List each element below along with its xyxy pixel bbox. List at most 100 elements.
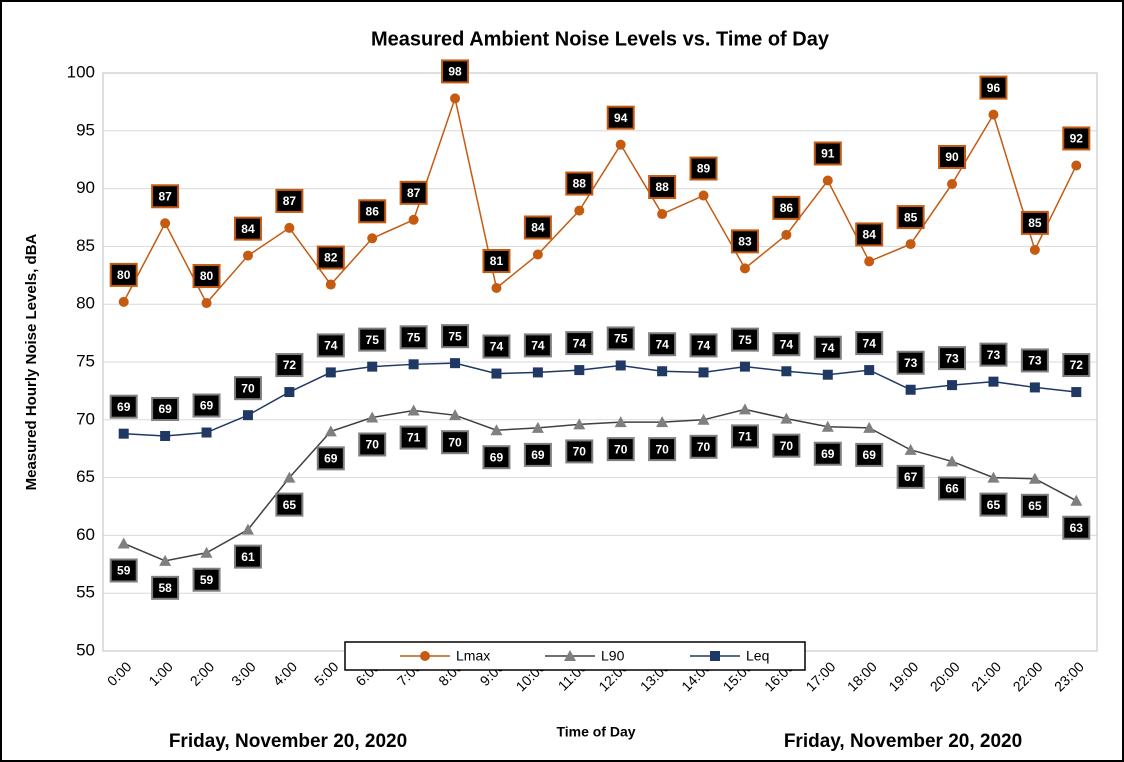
data-label-box xyxy=(855,222,884,247)
data-label-box xyxy=(606,437,635,462)
data-label: 87 xyxy=(407,186,421,200)
x-axis-label: Time of Day xyxy=(556,724,635,740)
marker xyxy=(615,360,626,371)
marker xyxy=(407,404,420,416)
legend-label: Lmax xyxy=(456,648,490,664)
data-label: 73 xyxy=(945,351,959,365)
data-label-box xyxy=(275,353,304,378)
data-label: 69 xyxy=(531,448,545,462)
data-label: 83 xyxy=(738,235,752,249)
data-label-box xyxy=(730,327,759,352)
marker xyxy=(780,412,793,424)
data-label-box xyxy=(523,333,552,358)
data-label: 69 xyxy=(490,450,504,464)
data-label-box xyxy=(441,324,470,349)
y-tick-label: 70 xyxy=(76,409,95,428)
marker xyxy=(449,409,462,421)
data-label: 75 xyxy=(614,332,628,346)
data-label: 70 xyxy=(573,445,587,459)
data-label: 94 xyxy=(614,111,628,125)
y-tick-label: 65 xyxy=(76,467,95,486)
marker xyxy=(491,283,502,294)
marker xyxy=(491,368,502,379)
marker xyxy=(325,367,336,378)
data-label: 74 xyxy=(697,339,711,353)
series-line xyxy=(123,408,1077,562)
marker xyxy=(1029,382,1040,393)
data-label-box xyxy=(648,332,677,357)
data-label-box xyxy=(316,245,345,270)
data-label-box xyxy=(689,333,718,358)
data-label: 74 xyxy=(490,340,504,354)
data-label-box xyxy=(151,184,180,209)
data-label: 84 xyxy=(863,228,877,242)
data-label-box xyxy=(1062,515,1091,540)
data-label-box xyxy=(730,229,759,254)
data-label-box xyxy=(151,396,180,421)
data-label: 69 xyxy=(158,402,172,416)
data-label: 69 xyxy=(821,447,835,461)
data-label: 73 xyxy=(987,348,1001,362)
marker xyxy=(905,239,916,250)
data-label: 59 xyxy=(200,573,214,587)
marker xyxy=(946,455,959,467)
marker xyxy=(450,93,461,104)
data-label: 75 xyxy=(738,333,752,347)
data-label: 71 xyxy=(407,431,421,445)
data-label-box xyxy=(896,464,925,489)
data-label: 74 xyxy=(821,341,835,355)
data-label: 88 xyxy=(573,177,587,191)
marker xyxy=(988,376,999,387)
data-label-box xyxy=(1020,348,1049,373)
y-tick-label: 100 xyxy=(67,62,95,81)
data-label-box xyxy=(358,199,387,224)
marker xyxy=(698,190,709,201)
marker xyxy=(564,650,576,661)
data-label-box xyxy=(399,180,428,205)
marker xyxy=(1028,472,1041,484)
data-label-box xyxy=(399,325,428,350)
data-label-box xyxy=(813,335,842,360)
marker xyxy=(408,359,419,370)
data-label-box xyxy=(233,376,262,401)
data-label: 86 xyxy=(366,204,380,218)
data-label: 87 xyxy=(283,194,297,208)
y-tick-label: 50 xyxy=(76,640,95,659)
marker xyxy=(615,139,626,150)
y-tick-label: 55 xyxy=(76,583,95,602)
data-label: 61 xyxy=(241,550,255,564)
marker xyxy=(200,546,213,558)
data-label: 82 xyxy=(324,251,338,265)
data-label-box xyxy=(772,195,801,220)
data-label-box xyxy=(358,432,387,457)
data-label-box xyxy=(192,393,221,418)
marker xyxy=(1071,160,1082,171)
y-tick-label: 90 xyxy=(76,178,95,197)
data-label: 58 xyxy=(158,581,172,595)
data-label-box xyxy=(896,350,925,375)
marker xyxy=(656,416,669,428)
marker xyxy=(822,369,833,380)
data-label: 75 xyxy=(407,330,421,344)
data-label-box xyxy=(1020,493,1049,518)
data-label: 90 xyxy=(945,150,959,164)
marker xyxy=(531,421,544,433)
data-label-box xyxy=(896,205,925,230)
marker xyxy=(822,175,833,186)
data-label: 70 xyxy=(697,440,711,454)
data-label-box xyxy=(772,433,801,458)
data-label-box xyxy=(689,156,718,181)
data-label: 63 xyxy=(1070,521,1084,535)
marker xyxy=(532,367,543,378)
data-label-box xyxy=(482,334,511,359)
data-label: 70 xyxy=(614,442,628,456)
data-label-box xyxy=(109,394,138,419)
marker xyxy=(118,428,129,439)
data-label-box xyxy=(938,476,967,501)
marker xyxy=(657,209,668,220)
marker xyxy=(988,109,999,120)
data-label: 72 xyxy=(1070,358,1084,372)
data-label-box xyxy=(233,216,262,241)
data-label-box xyxy=(482,445,511,470)
